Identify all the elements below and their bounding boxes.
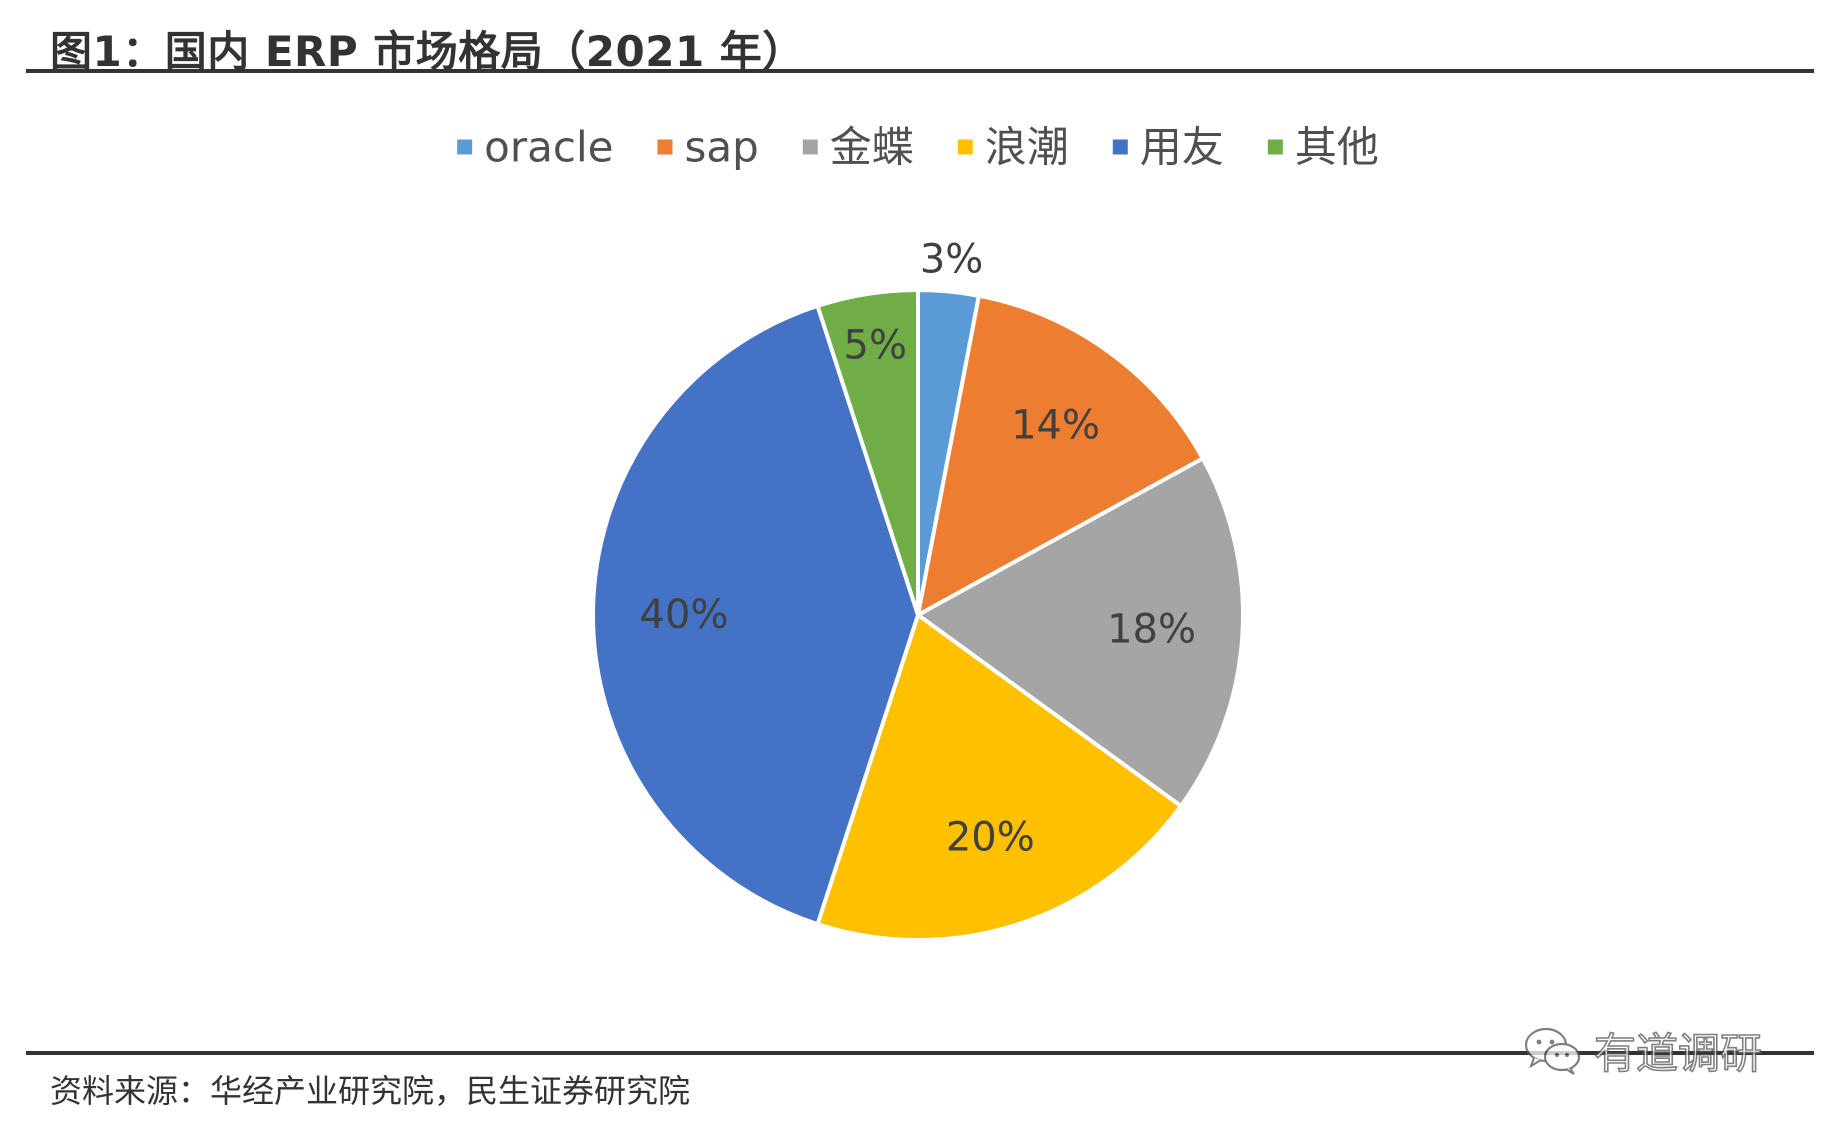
pie-slices <box>591 288 1245 942</box>
legend-swatch <box>457 139 473 155</box>
data-label-sap: 14% <box>1011 403 1100 449</box>
legend-item-sap: sap <box>657 123 759 172</box>
top-rule <box>26 69 1814 73</box>
pie-slice-sap <box>916 293 1205 617</box>
data-label-oracle: 3% <box>920 237 983 283</box>
data-label-其他: 5% <box>844 322 907 368</box>
legend-item-其他: 其他 <box>1267 123 1379 172</box>
pie-slice-金蝶 <box>916 456 1245 809</box>
legend-label: sap <box>684 123 758 172</box>
legend-swatch <box>1112 139 1128 155</box>
pie-slice-用友 <box>591 303 920 927</box>
data-label-浪潮: 20% <box>946 815 1035 861</box>
legend-swatch <box>802 139 818 155</box>
chart-legend: oracle sap 金蝶 浪潮 用友 其他 <box>457 123 1379 172</box>
legend-item-浪潮: 浪潮 <box>957 123 1069 172</box>
watermark: 有道调研 <box>1522 1020 1763 1081</box>
legend-swatch <box>657 139 673 155</box>
legend-item-oracle: oracle <box>457 123 613 172</box>
pie-data-labels: 3% 14% 18% 20% 40% 5% <box>640 237 1196 861</box>
legend-label: 用友 <box>1140 123 1224 172</box>
pie-chart: oracle sap 金蝶 浪潮 用友 其他 3% 14% 18% 20% 40% 5% <box>457 123 1379 942</box>
legend-label: 金蝶 <box>830 123 914 172</box>
source-note: 资料来源：华经产业研究院，民生证券研究院 <box>50 1072 691 1110</box>
legend-swatch <box>1267 139 1283 155</box>
pie-slice-浪潮 <box>815 613 1183 942</box>
figure-title: 图1：国内 ERP 市场格局（2021 年） <box>50 27 805 76</box>
legend-item-金蝶: 金蝶 <box>802 123 914 172</box>
legend-item-用友: 用友 <box>1112 123 1224 172</box>
pie-slice-其他 <box>815 288 920 617</box>
legend-label: oracle <box>484 123 613 172</box>
legend-swatch <box>957 139 973 155</box>
wechat-icon <box>1524 1027 1581 1075</box>
data-label-金蝶: 18% <box>1107 607 1196 653</box>
data-label-用友: 40% <box>640 592 729 638</box>
legend-label: 其他 <box>1295 123 1379 172</box>
watermark-text: 有道调研 <box>1593 1028 1763 1079</box>
bottom-rule <box>26 1051 1814 1055</box>
legend-label: 浪潮 <box>985 123 1069 172</box>
